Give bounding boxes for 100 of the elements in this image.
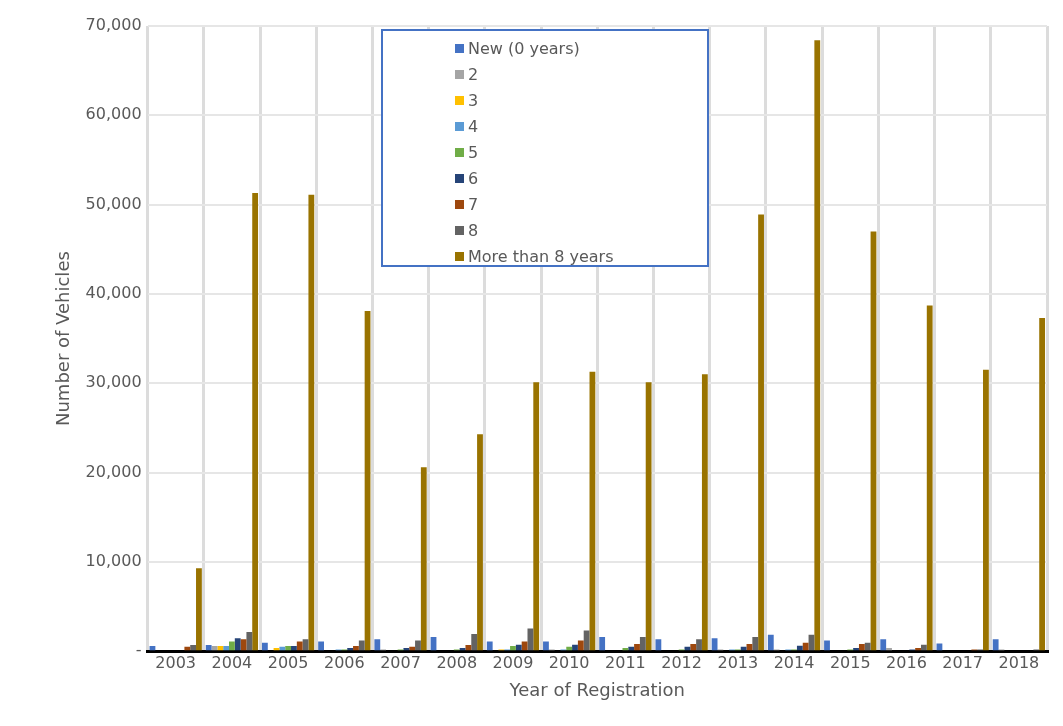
bar	[261, 642, 268, 651]
bar	[572, 644, 578, 651]
x-tick-label: 2009	[492, 652, 534, 672]
bar	[415, 640, 421, 651]
y-tick-label: 60,000	[85, 104, 142, 124]
y-tick-label: 70,000	[85, 15, 142, 35]
bar	[639, 637, 646, 651]
bar	[655, 639, 662, 651]
bar	[628, 646, 635, 651]
bar	[465, 644, 472, 651]
bar	[420, 467, 427, 651]
y-tick-label: 40,000	[85, 283, 142, 303]
bar	[234, 638, 241, 651]
bar	[983, 369, 989, 651]
x-tick-label: 2011	[605, 652, 646, 672]
legend-label: 7	[468, 194, 479, 214]
bar	[252, 193, 259, 651]
x-tick-label: 2017	[942, 652, 984, 672]
bar	[645, 382, 652, 651]
bar	[690, 644, 697, 651]
y-tick-label: 50,000	[85, 193, 142, 213]
bar	[583, 630, 590, 651]
bar	[403, 648, 410, 651]
bar	[296, 641, 303, 651]
bar	[358, 640, 365, 651]
bar	[599, 637, 606, 651]
bar	[184, 646, 191, 651]
bar	[533, 382, 540, 651]
bar	[758, 214, 764, 651]
bar	[915, 648, 921, 651]
x-tick-label: 2012	[661, 652, 702, 672]
y-tick-label: -	[135, 640, 142, 660]
x-axis-title: Year of Registration	[508, 678, 686, 700]
bar	[229, 641, 235, 651]
bar	[318, 641, 324, 651]
bar	[740, 646, 747, 651]
y-tick-label: 20,000	[85, 461, 142, 481]
x-tick-label: 2014	[773, 652, 815, 672]
legend-label: 3	[468, 90, 479, 110]
bar	[752, 637, 759, 651]
bar	[992, 639, 999, 651]
bar	[409, 646, 416, 651]
bar	[486, 641, 493, 651]
bar	[566, 646, 573, 651]
bar	[926, 305, 933, 651]
bar	[374, 639, 381, 651]
bar	[1039, 318, 1046, 651]
x-tick-label: 2003	[155, 652, 197, 672]
bar	[285, 646, 292, 651]
bar	[920, 644, 927, 651]
y-tick-label: 30,000	[85, 372, 142, 392]
bar	[853, 648, 859, 651]
y-axis-title: Number of Vehicles	[52, 251, 74, 427]
bar	[886, 648, 892, 651]
bar	[308, 194, 315, 651]
x-tick-label: 2004	[211, 652, 253, 672]
x-tick-label: 2008	[436, 652, 478, 672]
y-tick-label: 10,000	[85, 551, 142, 571]
bar	[858, 644, 865, 651]
bar	[190, 644, 197, 651]
legend-label: 5	[468, 142, 479, 162]
bar	[880, 639, 887, 651]
bar	[246, 632, 253, 651]
bar	[634, 644, 640, 651]
legend-label: New (0 years)	[468, 38, 580, 58]
x-tick-label: 2013	[717, 652, 759, 672]
bar	[767, 634, 774, 651]
bar	[824, 640, 830, 651]
bar	[205, 644, 212, 651]
bar	[622, 648, 629, 651]
bar	[696, 639, 702, 651]
x-tick-label: 2018	[998, 652, 1040, 672]
legend-label: 8	[468, 220, 479, 240]
x-tick-label: 2007	[380, 652, 421, 672]
bar	[353, 646, 359, 651]
bar	[471, 634, 478, 651]
bar	[527, 628, 534, 651]
legend-label: 6	[468, 168, 479, 188]
bar	[291, 646, 297, 651]
bar	[543, 641, 549, 651]
x-tick-label: 2015	[829, 652, 871, 672]
legend-label: 4	[468, 116, 479, 136]
bar	[864, 642, 871, 651]
bar	[196, 568, 202, 651]
bar	[701, 374, 708, 651]
legend-label: 2	[468, 64, 479, 84]
bar	[477, 434, 483, 651]
bar	[217, 646, 224, 651]
bar	[796, 645, 803, 651]
legend-label: More than 8 years	[468, 246, 614, 266]
bar	[347, 648, 354, 651]
x-tick-label: 2016	[886, 652, 927, 672]
x-tick-label: 2006	[323, 652, 365, 672]
bar	[279, 646, 286, 651]
x-tick-label: 2010	[548, 652, 590, 672]
bar	[510, 646, 516, 651]
bar	[515, 644, 522, 651]
bar	[802, 642, 809, 651]
bar	[223, 646, 229, 651]
bar	[814, 40, 821, 651]
